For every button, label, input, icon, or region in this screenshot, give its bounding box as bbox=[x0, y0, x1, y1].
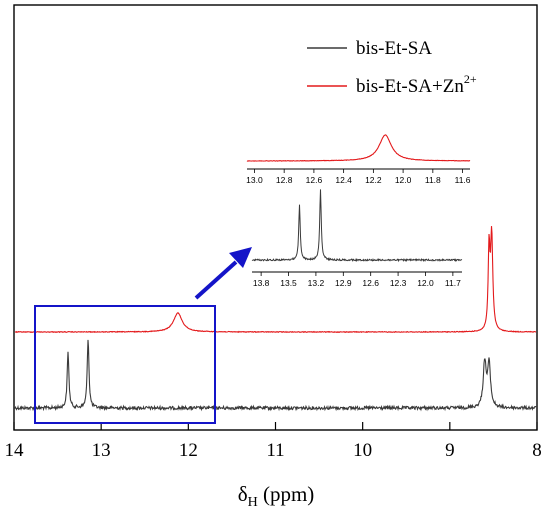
inset-tick-label: 11.8 bbox=[425, 175, 441, 185]
x-tick-label: 10 bbox=[353, 440, 372, 461]
inset-tick-label: 12.6 bbox=[362, 278, 379, 288]
inset-tick-label: 13.5 bbox=[280, 278, 297, 288]
legend-label-bis-Et-SA: bis-Et-SA bbox=[356, 38, 432, 59]
legend-label-zn-base: bis-Et-SA+Zn bbox=[356, 76, 464, 97]
inset-free-ticks: 13.8 13.5 13.2 12.9 12.6 12.3 12.0 11.7 bbox=[253, 272, 461, 288]
inset-tick-label: 12.0 bbox=[417, 278, 434, 288]
zoom-arrow bbox=[194, 247, 252, 300]
inset-spectrum-zn bbox=[246, 134, 471, 162]
x-tick-label: 14 bbox=[5, 440, 25, 461]
x-tick-label: 13 bbox=[92, 440, 111, 461]
inset-tick-label: 12.2 bbox=[365, 175, 382, 185]
inset-tick-label: 12.4 bbox=[335, 175, 352, 185]
inset-tick-label: 13.2 bbox=[308, 278, 325, 288]
inset-tick-label: 13.8 bbox=[253, 278, 270, 288]
spectrum-line-bis-Et-SA bbox=[14, 339, 537, 412]
highlight-box bbox=[34, 305, 216, 424]
x-axis-title: δH (ppm) bbox=[238, 482, 315, 510]
inset-tick-label: 13.0 bbox=[246, 175, 263, 185]
zoom-arrow-head bbox=[229, 247, 252, 268]
x-tick-label: 8 bbox=[532, 440, 542, 461]
inset-tick-label: 12.8 bbox=[276, 175, 293, 185]
inset-tick-label: 12.3 bbox=[390, 278, 407, 288]
x-axis-subscript: H bbox=[248, 495, 258, 510]
x-tick-label: 11 bbox=[266, 440, 284, 461]
inset-tick-label: 12.0 bbox=[395, 175, 412, 185]
zoom-arrow-shaft bbox=[194, 260, 238, 300]
inset-tick-label: 12.6 bbox=[306, 175, 323, 185]
x-axis-symbol: δ bbox=[238, 482, 248, 506]
legend-label-zn-superscript: 2+ bbox=[464, 72, 477, 86]
spectrum-line-bis-Et-SA-Zn bbox=[14, 226, 537, 334]
x-axis-ticks: 14 13 12 11 10 9 8 bbox=[5, 422, 542, 461]
inset-tick-label: 11.6 bbox=[455, 175, 471, 185]
legend-label-bis-Et-SA-Zn: bis-Et-SA+Zn2+ bbox=[356, 72, 477, 97]
plot-frame bbox=[13, 4, 538, 431]
x-tick-label: 9 bbox=[445, 440, 455, 461]
inset-tick-label: 12.9 bbox=[335, 278, 352, 288]
inset-tick-label: 11.7 bbox=[445, 278, 461, 288]
x-axis-unit: (ppm) bbox=[258, 482, 315, 506]
legend: bis-Et-SA bis-Et-SA+Zn2+ bbox=[307, 38, 477, 97]
x-tick-label: 12 bbox=[179, 440, 198, 461]
inset-spectrum-free bbox=[251, 189, 463, 263]
inset-zn-ticks: 13.0 12.8 12.6 12.4 12.2 12.0 11.8 11.6 bbox=[246, 169, 471, 185]
